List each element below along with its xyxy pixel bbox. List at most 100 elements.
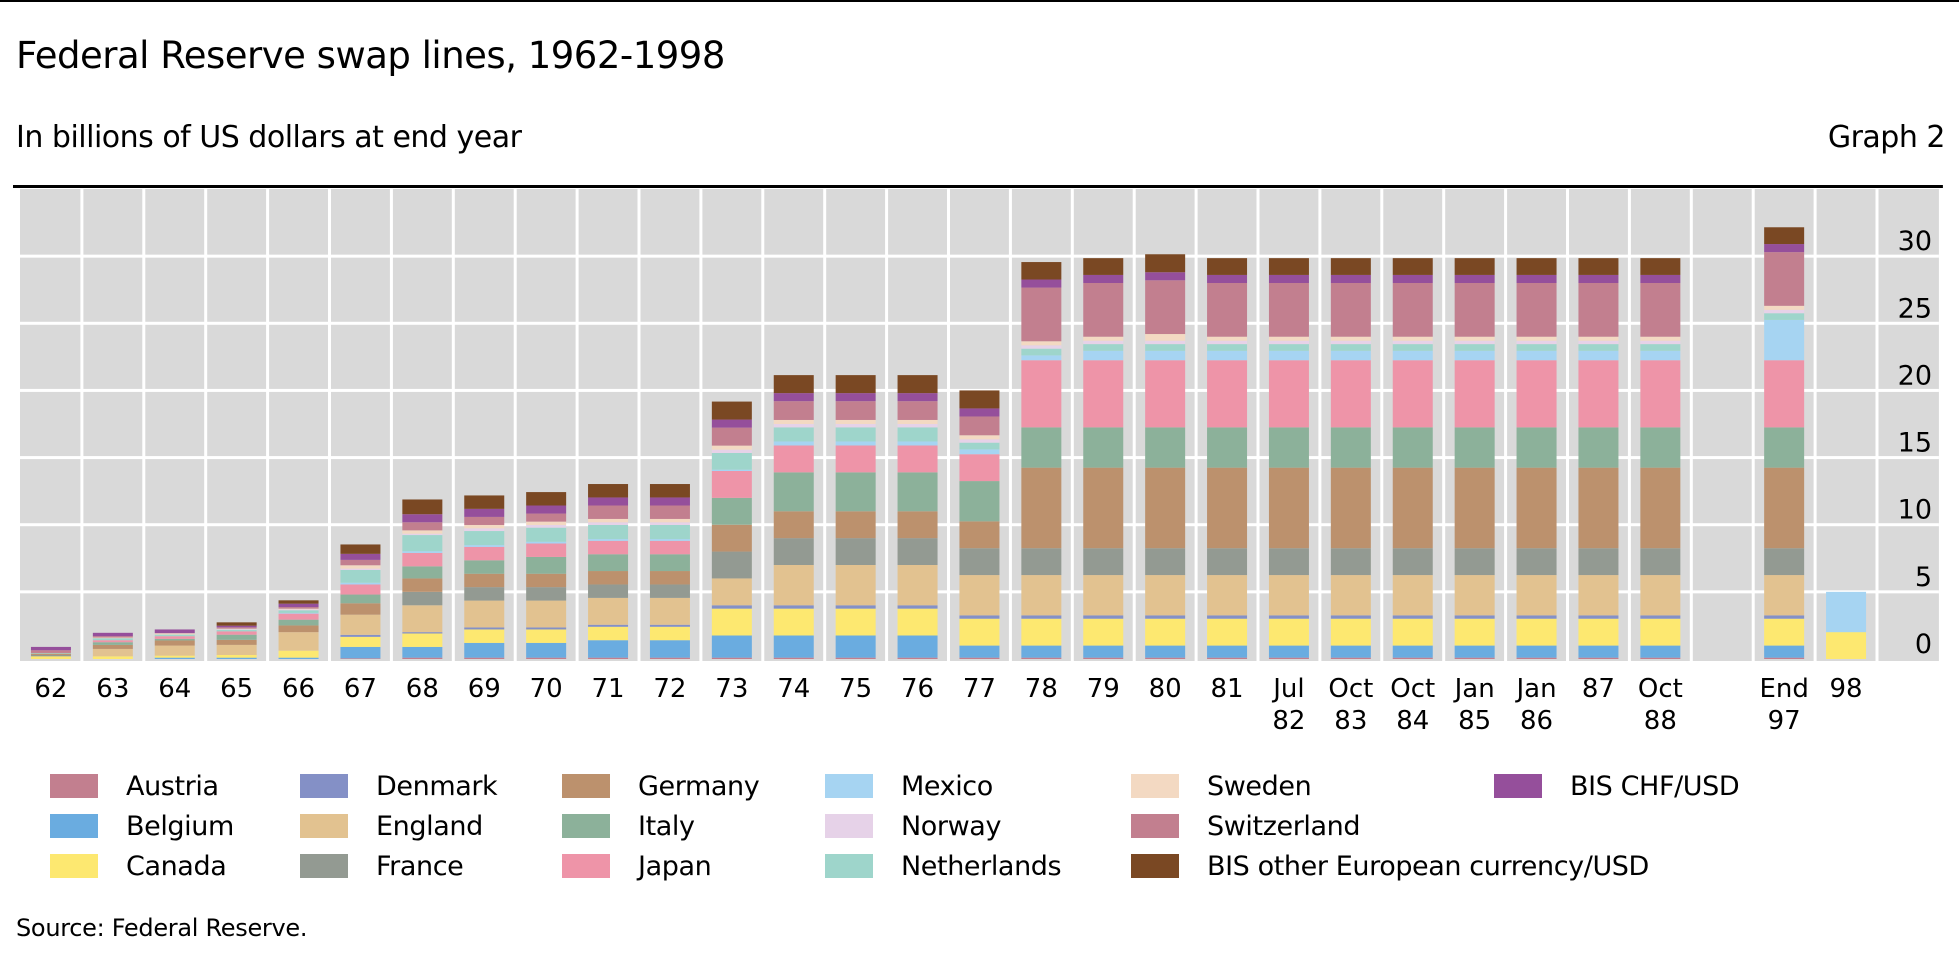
- y-tick-label: 15: [1898, 428, 1932, 459]
- x-tick-label: 85: [1458, 706, 1491, 736]
- bar-segment-sweden: [588, 518, 629, 523]
- bar-segment-france: [526, 587, 567, 601]
- legend-swatch: [1131, 854, 1179, 878]
- x-tick-label: 75: [839, 674, 872, 704]
- bar-segment-canada: [92, 656, 133, 659]
- bar-segment-japan: [216, 631, 257, 635]
- bar-segment-mexico: [588, 539, 629, 541]
- bar-segment-germany: [959, 521, 1000, 549]
- chart-subtitle: In billions of US dollars at end year: [16, 120, 522, 155]
- bar-segment-mexico: [1764, 319, 1805, 361]
- x-tick-label: 82: [1272, 706, 1305, 736]
- bar-segment-bis-other-european-currency-usd: [1578, 258, 1619, 275]
- bar-segment-japan: [278, 613, 319, 620]
- bar-segment-sweden: [1145, 334, 1186, 341]
- bar-segment-belgium: [835, 635, 876, 658]
- legend-swatch: [562, 854, 610, 878]
- bar-segment-denmark: [1145, 615, 1186, 619]
- bar-segment-austria: [1640, 657, 1681, 659]
- bar-segment-england: [711, 578, 752, 606]
- bar-segment-belgium: [1083, 645, 1124, 658]
- bar-segment-switzerland: [1640, 283, 1681, 337]
- vertical-gridline: [761, 189, 765, 661]
- bar-segment-switzerland: [711, 427, 752, 446]
- bar-segment-switzerland: [649, 505, 690, 519]
- legend-item: BIS CHF/USD: [1494, 768, 1740, 804]
- bar-segment-sweden: [1516, 336, 1557, 341]
- bar-segment-belgium: [649, 640, 690, 658]
- bar-segment-bis-other-european-currency-usd: [835, 375, 876, 394]
- bar-segment-sweden: [402, 530, 443, 534]
- bar-segment-mexico: [649, 539, 690, 541]
- bar-segment-bis-chf-usd: [464, 508, 505, 517]
- stacked-bar-chart: 0 5 10 15 20 25 30 62 63 64 65 66 67 68 69 70 71 72 73 74 75…: [13, 185, 1943, 736]
- bar-segment-bis-chf-usd: [959, 408, 1000, 417]
- x-tick-label: 84: [1396, 706, 1429, 736]
- vertical-gridline: [204, 189, 208, 661]
- bar-segment-mexico: [1640, 350, 1681, 361]
- legend-label: BIS CHF/USD: [1570, 770, 1740, 802]
- bar-segment-canada: [1021, 618, 1062, 646]
- bar-segment-canada: [278, 650, 319, 658]
- bar-segment-italy: [897, 472, 938, 512]
- bar-segment-belgium: [278, 657, 319, 659]
- legend-item: Italy: [562, 808, 695, 844]
- x-tick-label: 70: [530, 674, 563, 704]
- vertical-gridline: [1813, 189, 1817, 661]
- x-tick-label: 63: [96, 674, 129, 704]
- bar-segment-sweden: [897, 419, 938, 424]
- legend-swatch: [50, 814, 98, 838]
- bar-segment-austria: [1764, 657, 1805, 659]
- bar-segment-england: [1764, 575, 1805, 616]
- bar-segment-bis-other-european-currency-usd: [588, 484, 629, 498]
- bar-segment-netherlands: [526, 527, 567, 542]
- bar-segment-sweden: [773, 419, 814, 424]
- legend-swatch: [825, 854, 873, 878]
- source-note: Source: Federal Reserve.: [16, 914, 308, 942]
- bar-segment-norway: [1330, 340, 1371, 345]
- bar-segment-italy: [588, 554, 629, 572]
- bar-segment-italy: [649, 554, 690, 572]
- bar-segment-mexico: [897, 441, 938, 446]
- bar-segment-japan: [1083, 360, 1124, 428]
- bar-segment-belgium: [1764, 645, 1805, 658]
- vertical-gridline: [1256, 189, 1260, 661]
- bar-segment-norway: [526, 524, 567, 528]
- bar-segment-england: [588, 597, 629, 625]
- bar-segment-japan: [1454, 360, 1495, 428]
- bar-segment-sweden: [649, 518, 690, 523]
- bar-segment-bis-chf-usd: [92, 632, 133, 637]
- bar-segment-bis-other-european-currency-usd: [1640, 258, 1681, 275]
- bar-segment-switzerland: [278, 607, 319, 609]
- bar-segment-france: [588, 584, 629, 598]
- bar-segment-canada: [154, 655, 195, 658]
- legend-label: BIS other European currency/USD: [1207, 850, 1649, 882]
- legend-swatch: [562, 814, 610, 838]
- bar-segment-sweden: [216, 628, 257, 630]
- x-tick-label: 76: [901, 674, 934, 704]
- bar-segment-denmark: [1516, 615, 1557, 619]
- bar-segment-france: [773, 538, 814, 565]
- bar-segment-bis-other-european-currency-usd: [1764, 227, 1805, 245]
- bar-segment-norway: [216, 629, 257, 630]
- bar-segment-japan: [464, 546, 505, 561]
- bar-segment-sweden: [92, 637, 133, 639]
- bar-segment-germany: [1454, 467, 1495, 549]
- bar-segment-france: [1021, 548, 1062, 576]
- x-tick-label: 62: [34, 674, 67, 704]
- bar-segment-mexico: [959, 449, 1000, 455]
- bar-segment-japan: [402, 552, 443, 567]
- bar-segment-france: [1764, 548, 1805, 576]
- bar-segment-bis-chf-usd: [897, 393, 938, 402]
- legend-label: Austria: [126, 770, 219, 802]
- bar-segment-bis-chf-usd: [1268, 274, 1309, 283]
- bar-segment-france: [1640, 548, 1681, 576]
- bar-segment-norway: [649, 522, 690, 525]
- bar-segment-netherlands: [1764, 313, 1805, 320]
- bar-segment-germany: [216, 639, 257, 645]
- bar-segment-england: [773, 565, 814, 606]
- bar-segment-germany: [340, 603, 381, 615]
- bar-segment-netherlands: [1021, 348, 1062, 356]
- bar-segment-netherlands: [1207, 344, 1248, 351]
- bar-segment-norway: [1268, 340, 1309, 345]
